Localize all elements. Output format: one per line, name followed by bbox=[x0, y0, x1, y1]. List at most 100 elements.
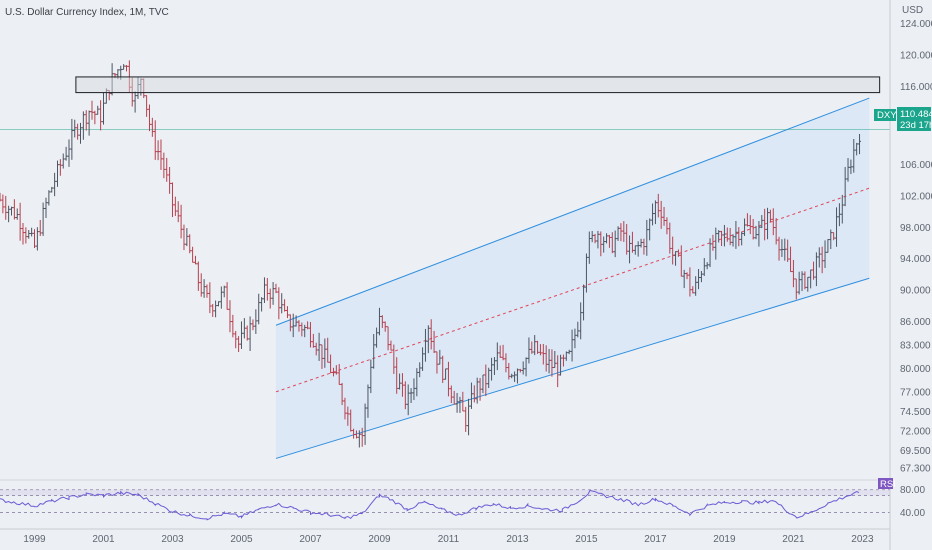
ohlc-bar bbox=[64, 146, 68, 161]
ohlc-bar bbox=[389, 340, 393, 351]
ohlc-bar bbox=[193, 255, 197, 265]
ohlc-bar bbox=[285, 306, 289, 319]
ohlc-bar bbox=[18, 202, 22, 241]
ohlc-bar bbox=[579, 302, 583, 340]
channel-fill bbox=[275, 98, 870, 459]
ohlc-bar bbox=[251, 319, 255, 331]
ohlc-bar bbox=[415, 368, 419, 397]
ohlc-bar bbox=[44, 197, 48, 218]
ohlc-bar bbox=[73, 119, 77, 138]
time-tick-label: 2019 bbox=[713, 534, 736, 545]
ohlc-bar bbox=[377, 307, 381, 336]
ohlc-bar bbox=[392, 344, 396, 374]
ohlc-bar bbox=[789, 246, 793, 273]
ohlc-bar bbox=[432, 330, 436, 354]
ohlc-bar bbox=[682, 269, 686, 289]
ohlc-bar bbox=[32, 229, 36, 249]
ohlc-bar bbox=[300, 322, 304, 337]
ohlc-bar bbox=[369, 359, 373, 394]
ohlc-bar bbox=[271, 282, 275, 305]
price-tick-label: 69.500 bbox=[900, 446, 931, 457]
ohlc-bar bbox=[786, 239, 790, 262]
ohlc-bar bbox=[446, 361, 450, 397]
ohlc-bar bbox=[665, 217, 669, 235]
ohlc-bar bbox=[357, 430, 361, 448]
ohlc-bar bbox=[797, 271, 801, 295]
ohlc-bar bbox=[651, 203, 655, 226]
ohlc-bar bbox=[800, 271, 804, 292]
ohlc-bar bbox=[806, 276, 810, 292]
ohlc-bar bbox=[556, 355, 560, 388]
ohlc-bar bbox=[291, 313, 295, 338]
countdown-label: 23d 17h bbox=[900, 120, 932, 131]
ohlc-bar bbox=[521, 361, 525, 375]
rsi-badge-box bbox=[878, 478, 893, 489]
ohlc-bar bbox=[205, 284, 209, 298]
rsi-line bbox=[0, 489, 860, 521]
ohlc-bar bbox=[303, 324, 307, 338]
ohlc-bar bbox=[751, 218, 755, 240]
price-tick-label: 106.000 bbox=[900, 160, 932, 171]
ohlc-bar bbox=[498, 345, 502, 358]
ohlc-bar bbox=[605, 233, 609, 244]
ohlc-bar bbox=[484, 364, 488, 397]
rsi-band bbox=[0, 489, 890, 496]
ohlc-bar bbox=[0, 192, 2, 202]
ohlc-bar bbox=[656, 193, 660, 218]
ohlc-bar bbox=[676, 249, 680, 257]
ohlc-bar bbox=[21, 222, 25, 245]
ohlc-bar bbox=[127, 60, 131, 93]
ohlc-bar bbox=[90, 100, 94, 120]
ohlc-bar bbox=[283, 299, 287, 312]
ohlc-bar bbox=[58, 159, 62, 176]
price-axis-unit: USD bbox=[902, 5, 923, 16]
resistance-zone-box bbox=[75, 76, 881, 94]
ohlc-bar bbox=[783, 238, 787, 261]
resistance-zone[interactable] bbox=[75, 76, 881, 94]
ohlc-bar bbox=[245, 325, 249, 341]
ohlc-bar bbox=[843, 166, 847, 207]
ohlc-bar bbox=[70, 118, 74, 160]
ohlc-bar bbox=[697, 269, 701, 290]
ohlc-bar bbox=[173, 196, 177, 216]
time-tick-label: 2003 bbox=[161, 534, 184, 545]
ohlc-bar bbox=[185, 228, 189, 247]
ohlc-bar bbox=[12, 199, 16, 220]
price-badge bbox=[897, 107, 931, 131]
ohlc-bar bbox=[504, 353, 508, 373]
ohlc-bar bbox=[24, 227, 28, 244]
ohlc-bar bbox=[104, 88, 108, 104]
ohlc-bar bbox=[616, 226, 620, 241]
price-tick-label: 80.000 bbox=[900, 364, 931, 375]
ohlc-bar bbox=[826, 239, 830, 253]
ohlc-bar bbox=[745, 213, 749, 227]
price-tick-label: 74.500 bbox=[900, 407, 931, 418]
ohlc-bar bbox=[622, 221, 626, 242]
ohlc-bar bbox=[294, 315, 298, 327]
ohlc-bar bbox=[116, 69, 120, 80]
ohlc-bar bbox=[832, 232, 836, 241]
ohlc-bar bbox=[599, 231, 603, 257]
ohlc-bar bbox=[9, 206, 13, 216]
ohlc-bar bbox=[50, 186, 54, 193]
rsi-badge: RSI bbox=[878, 478, 896, 490]
ohlc-bar bbox=[840, 194, 844, 224]
ohlc-bar bbox=[268, 288, 272, 309]
ohlc-bar bbox=[87, 110, 91, 136]
price-tick-label: 98.000 bbox=[900, 223, 931, 234]
symbol-label: DXY bbox=[877, 110, 897, 121]
ohlc-bar bbox=[820, 246, 824, 274]
price-tick-label: 94.000 bbox=[900, 254, 931, 265]
ohlc-bar bbox=[858, 134, 862, 155]
ohlc-bar bbox=[780, 239, 784, 257]
ohlc-bar bbox=[7, 205, 11, 223]
ohlc-bar bbox=[679, 245, 683, 277]
ohlc-bar bbox=[567, 349, 571, 355]
ohlc-bar bbox=[61, 153, 65, 169]
ohlc-bar bbox=[107, 89, 111, 101]
ohlc-bar bbox=[469, 382, 473, 409]
ohlc-bar bbox=[366, 384, 370, 418]
ohlc-bar bbox=[438, 349, 442, 365]
price-tick-label: 86.000 bbox=[900, 317, 931, 328]
